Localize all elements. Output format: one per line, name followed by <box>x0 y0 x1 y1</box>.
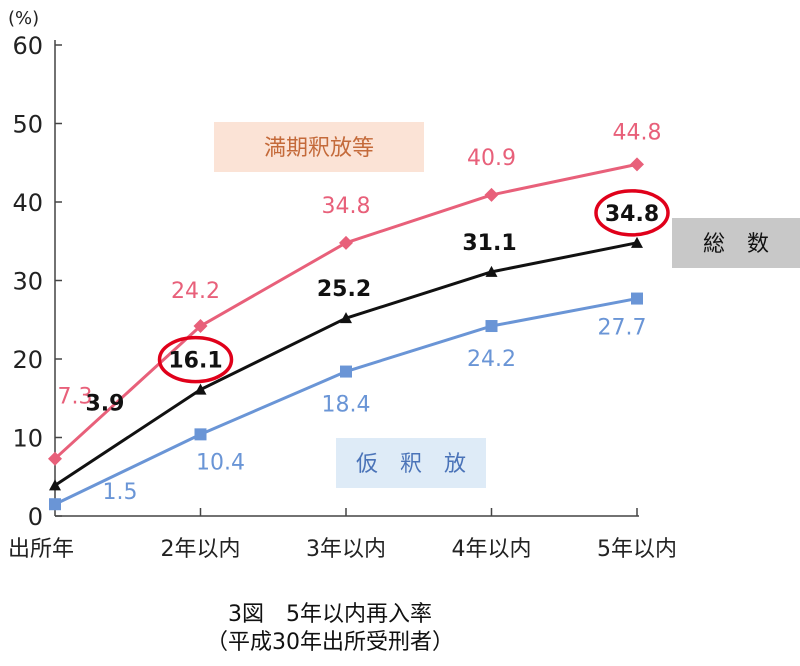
data-label: 3.9 <box>86 391 125 416</box>
data-label: 18.4 <box>322 393 371 418</box>
y-axis-unit-label: (%) <box>8 8 39 29</box>
y-tick-label: 10 <box>12 425 43 453</box>
x-tick-label: 4年以内 <box>452 537 532 562</box>
y-tick-label: 0 <box>28 503 43 531</box>
data-label: 1.5 <box>103 480 138 505</box>
data-point-square <box>49 498 61 511</box>
data-point-diamond <box>48 451 62 466</box>
legend-box <box>672 218 800 268</box>
data-label: 10.4 <box>196 450 245 475</box>
data-point-diamond <box>484 187 499 202</box>
legend-label: 満期釈放等 <box>264 136 374 161</box>
data-point-square <box>485 320 498 333</box>
data-label: 34.8 <box>322 194 371 219</box>
highlight-circle <box>157 335 234 384</box>
data-point-triangle <box>340 312 352 324</box>
data-point-diamond <box>339 235 353 250</box>
data-point-triangle <box>49 479 61 491</box>
x-tick-label: 2年以内 <box>161 537 241 562</box>
x-tick-label: 5年以内 <box>597 537 677 562</box>
chart-caption-subtitle: （平成30年出所受刑者） <box>206 630 454 655</box>
data-point-triangle <box>194 383 207 395</box>
axes: (%) 0 10 20 30 40 50 60 出所年 2年以内 3年以内 4年以内 5年以内 <box>8 8 677 562</box>
data-label: 31.1 <box>462 231 516 256</box>
data-point-triangle <box>485 265 498 277</box>
chart-caption-title: 3図 5年以内再入率 <box>228 602 432 627</box>
data-labels: 7.3 24.2 34.8 40.9 44.8 3.9 16.1 25.2 31.1 34.8 1.… <box>58 120 670 505</box>
data-point-square <box>340 365 352 378</box>
series-points <box>48 157 644 511</box>
legend-box <box>214 122 424 172</box>
x-tick-label: 出所年 <box>8 537 74 562</box>
data-point-square <box>631 292 643 305</box>
data-point-triangle <box>631 236 643 248</box>
data-label: 44.8 <box>613 120 662 145</box>
x-tick-label: 3年以内 <box>306 537 386 562</box>
data-label: 24.2 <box>171 279 220 304</box>
data-point-square <box>194 428 207 441</box>
data-label: 24.2 <box>467 347 516 372</box>
legend-label: 仮 釈 放 <box>356 452 466 477</box>
y-tick-label: 60 <box>12 32 43 60</box>
highlight-circle <box>594 189 670 237</box>
data-label: 34.8 <box>605 202 659 227</box>
data-point-diamond <box>193 319 208 334</box>
y-tick-label: 30 <box>12 268 43 296</box>
data-point-diamond <box>630 157 644 172</box>
data-label: 7.3 <box>58 385 93 410</box>
data-label: 16.1 <box>168 349 222 374</box>
legend-label: 総 数 <box>703 232 769 257</box>
y-tick-label: 50 <box>12 111 43 139</box>
legend-box <box>336 438 486 488</box>
data-label: 40.9 <box>467 146 516 171</box>
y-tick-label: 40 <box>12 189 43 217</box>
y-tick-label: 20 <box>12 346 43 374</box>
data-label: 27.7 <box>598 316 647 341</box>
data-label: 25.2 <box>317 277 371 302</box>
line-chart: (%) 0 10 20 30 40 50 60 出所年 2年以内 3年以内 4年以内 5年以内 7.3 2… <box>8 8 800 562</box>
